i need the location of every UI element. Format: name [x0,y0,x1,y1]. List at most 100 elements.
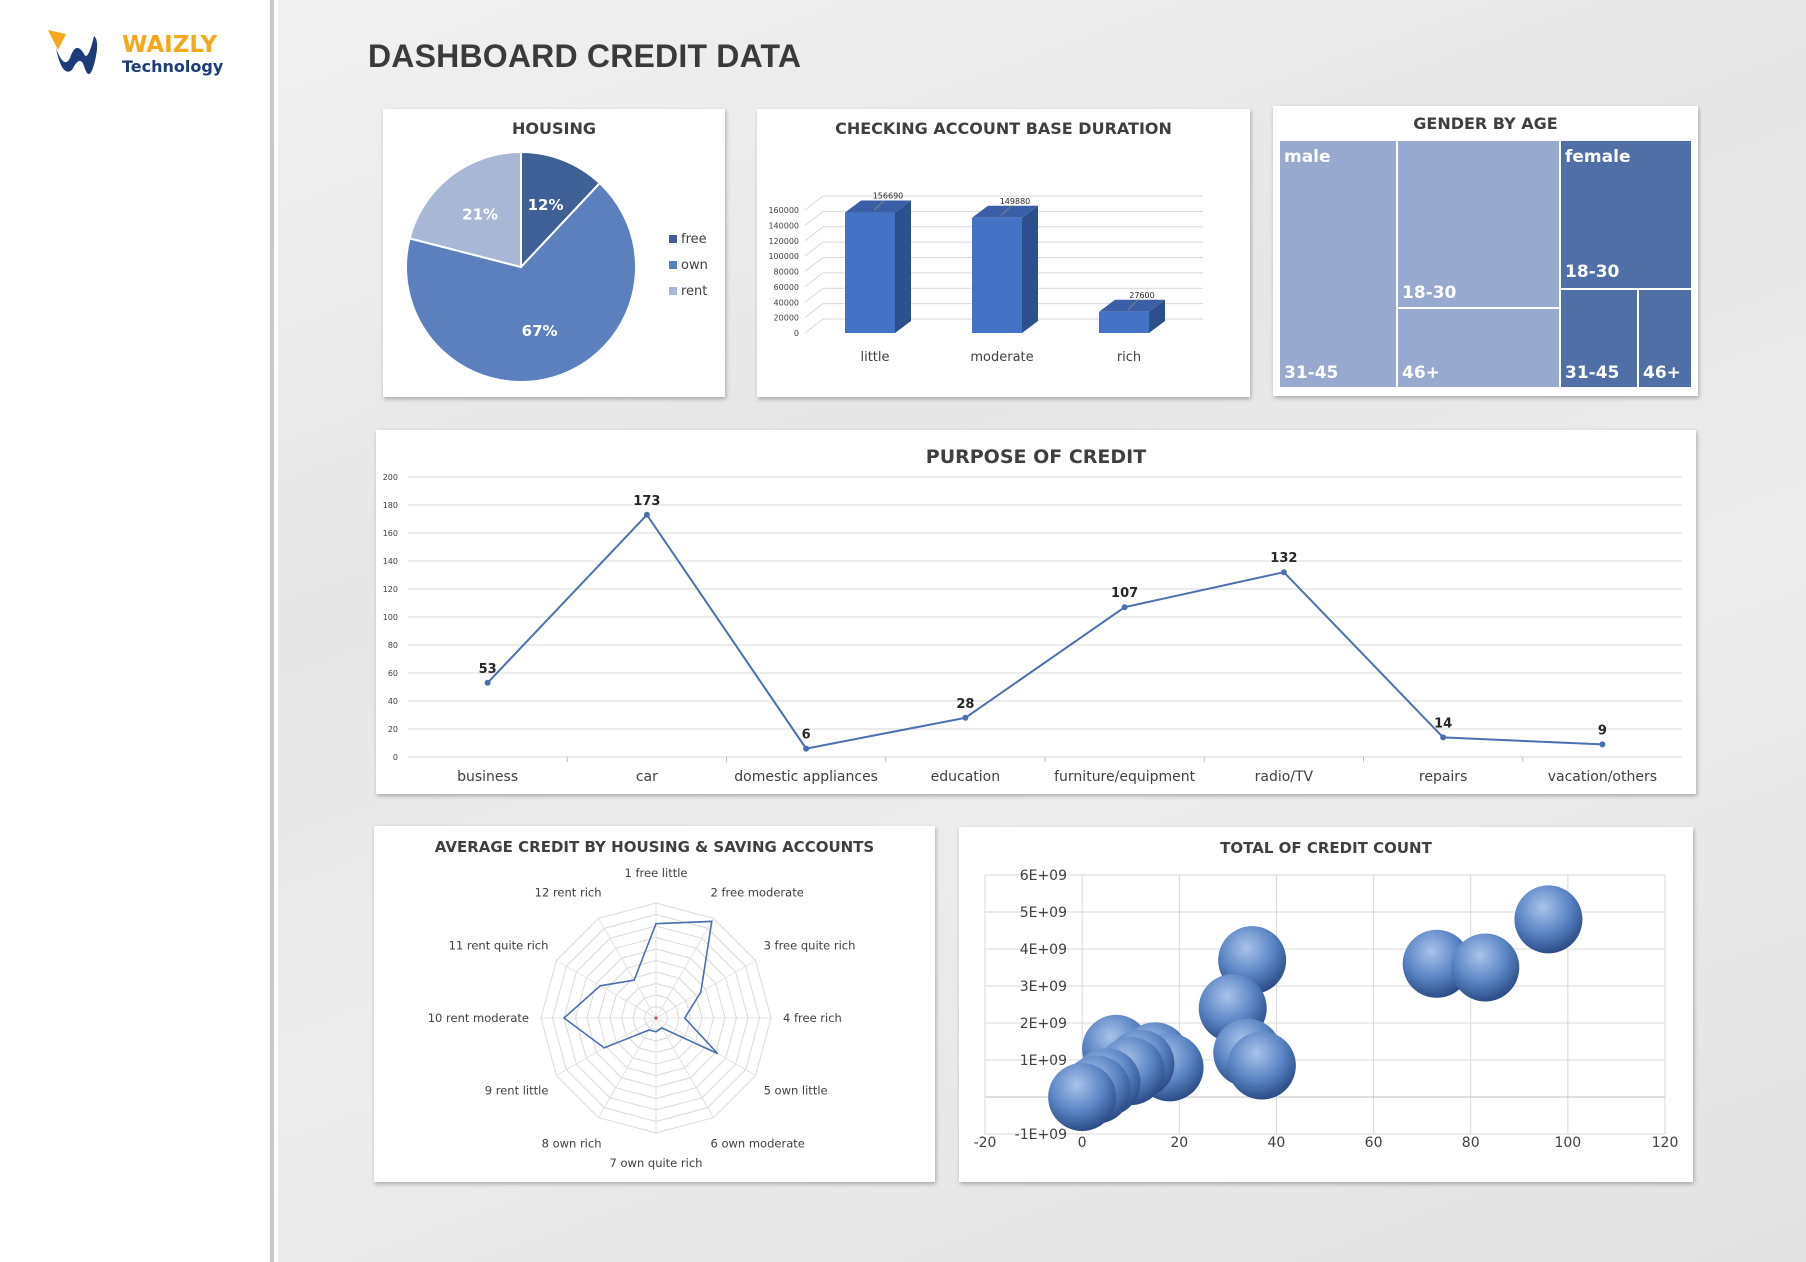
line-data-label: 28 [956,697,974,712]
gridline [804,303,1203,319]
radar-axis-label: 1 free little [625,866,688,880]
gridline [804,241,1203,257]
line-data-label: 9 [1598,723,1607,738]
treemap-label: 31-45 [1565,363,1620,383]
y-tick-label: 180 [383,501,398,510]
line-point-1 [643,511,650,518]
radar-axis-label: 12 rent rich [535,885,602,899]
bar-data-label: 156690 [873,192,904,201]
bubble-title: TOTAL OF CREDIT COUNT [1220,839,1432,857]
radar-spoke [556,960,657,1019]
y-tick-label: 160000 [768,206,799,215]
treemap-female-31-45[interactable]: 31-45 [1560,289,1638,388]
radar-axis-label: 8 own rich [542,1137,602,1151]
y-tick-label: 120000 [768,237,799,246]
radar-axis-label: 3 free quite rich [764,939,856,953]
housing-panel[interactable]: HOUSING 12% 67% 21% free own rent [383,109,725,397]
bubble-6 [1227,1031,1296,1100]
y-tick-label: 60000 [774,283,799,292]
purpose-panel[interactable]: PURPOSE OF CREDIT 0 20 40 60 80 100 120 140 160 1… [376,430,1696,794]
bar-front-moderate [972,217,1022,333]
housing-title: HOUSING [512,119,596,138]
treemap-female-18-30[interactable]: female 18-30 [1560,140,1692,289]
line-point-6 [1440,734,1447,741]
treemap-label: 46+ [1402,363,1440,383]
gridline [804,318,1203,334]
radar-center-dot [654,1016,658,1020]
treemap-female-46plus[interactable]: 46+ [1638,289,1692,388]
x-category-label: repairs [1419,769,1467,785]
purpose-line-chart: 0 20 40 60 80 100 120 140 160 180 200 53 business 173… [383,473,1682,785]
x-category-label: radio/TV [1255,769,1314,785]
legend-swatch-free [669,235,677,243]
legend-swatch-own [669,261,677,269]
treemap-label: 31-45 [1284,363,1339,383]
y-tick-label: 3E+09 [1020,979,1067,995]
x-category-label: car [636,769,658,785]
y-tick-label: 40000 [774,298,799,307]
radar-spoke [655,960,756,1019]
pie-label: 12% [528,196,564,214]
logo-sub: Technology [122,57,224,76]
y-tick-label: 1E+09 [1020,1053,1067,1069]
x-category-label: vacation/others [1548,769,1657,785]
gridline [804,287,1203,303]
gender-panel[interactable]: GENDER BY AGE male 31-45 18-30 46+ femal… [1273,106,1698,396]
x-category-label: rich [1117,350,1141,365]
x-category-label: education [931,769,1000,785]
pie-label: 21% [462,205,498,223]
bar-side-little [895,200,911,333]
treemap-male-18-30[interactable]: 18-30 [1397,140,1560,308]
sidebar: WAIZLY Technology [0,0,274,1262]
y-tick-label: 0 [794,329,799,338]
data-label-leader [1127,299,1139,311]
y-tick-label: 200 [383,473,398,482]
x-tick-label: -20 [974,1135,997,1151]
x-tick-label: 60 [1365,1135,1383,1151]
x-tick-label: 0 [1078,1135,1087,1151]
treemap-label: 18-30 [1402,283,1457,303]
purpose-series-line [486,513,1603,750]
checking-panel[interactable]: CHECKING ACCOUNT BASE DURATION 0 20000 400… [757,109,1250,397]
line-data-label: 132 [1270,551,1297,566]
waizly-logo[interactable]: WAIZLY Technology [44,26,244,86]
line-data-label: 6 [802,728,811,743]
y-tick-label: 20000 [774,314,799,323]
bubble-0 [1514,885,1583,954]
y-tick-label: 80000 [774,268,799,277]
y-tick-label: 4E+09 [1020,942,1067,958]
purpose-title: PURPOSE OF CREDIT [925,446,1147,468]
gridline [804,257,1203,272]
radar-spoke [598,918,657,1019]
x-tick-label: 40 [1268,1135,1286,1151]
pie-slice-free [520,150,602,270]
line-point-0 [484,679,491,686]
treemap-male-46plus[interactable]: 46+ [1397,308,1560,388]
data-label-leader [1000,205,1012,217]
pie-slice-rent [408,150,522,269]
y-tick-label: 140000 [768,221,799,230]
y-tick-label: 160 [383,529,398,538]
line-point-7 [1599,741,1606,748]
bubble-chart: -20020406080100120-1E+0901E+092E+093E+09… [974,868,1679,1151]
line-point-2 [803,745,810,752]
radar-axis-label: 5 own little [764,1084,828,1098]
treemap-male-31-45[interactable]: male 31-45 [1279,140,1397,388]
legend-swatch-rent [669,287,677,295]
bubble-2 [1451,933,1520,1002]
legend-label: rent [681,284,707,299]
gridline [804,272,1203,288]
radar-panel[interactable]: AVERAGE CREDIT BY HOUSING & SAVING ACCOU… [374,826,935,1182]
line-data-label: 107 [1111,586,1138,601]
gridline [804,226,1203,242]
treemap-female-label: female [1565,147,1631,167]
radar-chart: 1 free little 2 free moderate 3 free quite… [428,866,856,1170]
radar-axis-label: 7 own quite rich [610,1156,703,1170]
y-tick-label: -1E+09 [1015,1127,1067,1143]
checking-title: CHECKING ACCOUNT BASE DURATION [835,119,1172,138]
radar-spoke [655,1017,714,1118]
page-title: DASHBOARD CREDIT DATA [368,38,802,74]
bar-data-label: 27600 [1129,291,1154,300]
y-tick-label: 60 [388,669,398,678]
bubble-panel[interactable]: TOTAL OF CREDIT COUNT -20 0 20 40 60 80 100 120… [959,827,1693,1182]
